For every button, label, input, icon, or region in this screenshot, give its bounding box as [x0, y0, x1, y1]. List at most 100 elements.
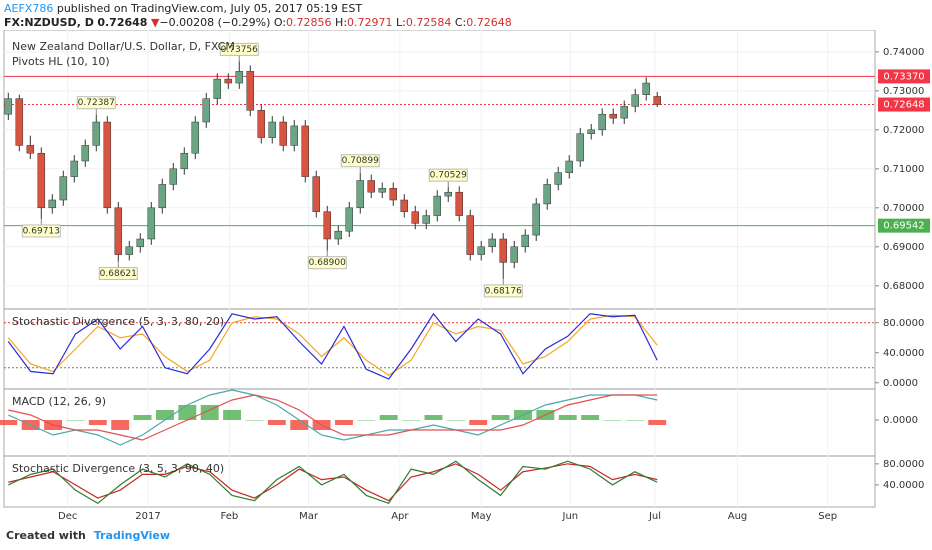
pivot-label-bg: [21, 224, 61, 238]
macd-histogram-bar: [223, 410, 242, 420]
macd-histogram-bar: [648, 420, 667, 425]
candle-body: [444, 191, 452, 197]
y-tick-label: 0.69000: [883, 242, 924, 253]
candle-body: [103, 121, 112, 209]
x-tick-label: Mar: [299, 511, 319, 522]
arrow: ▼: [150, 16, 160, 29]
frame: [3, 30, 876, 508]
candle-body: [378, 188, 387, 193]
ohlc-h: H:: [335, 16, 348, 29]
pivot-label-bg: [98, 267, 138, 281]
macd-histogram-bar: [245, 420, 264, 421]
x-tick-label: Dec: [58, 511, 77, 522]
pivot-label-bg: [76, 96, 116, 110]
x-tick-label: Jul: [648, 511, 661, 522]
ohlc-o-value: 0.72856: [286, 16, 332, 29]
candle-body: [631, 94, 639, 107]
candle-body: [213, 78, 222, 99]
ohlc-l: L:: [396, 16, 406, 29]
candle-body: [202, 98, 211, 123]
candle-body: [543, 184, 551, 205]
candle-body: [92, 121, 101, 146]
candle-body: [400, 199, 409, 212]
macd-histogram-bar: [200, 405, 219, 420]
candle-body: [488, 238, 496, 248]
macd-histogram-bar: [469, 420, 488, 425]
candle-body: [312, 176, 321, 212]
candle-body: [422, 215, 431, 224]
macd-histogram-bar: [558, 415, 577, 420]
candle-body: [433, 195, 442, 216]
y-tick-label: 0.74000: [883, 47, 924, 58]
candle-body: [510, 246, 518, 263]
candle-body: [576, 133, 584, 162]
x-tick-label: Apr: [391, 511, 409, 522]
candle-body: [224, 78, 233, 84]
level-label: 0.69542: [883, 221, 924, 232]
candle-body: [345, 207, 354, 232]
header: AEFX786 published on TradingView.com, Ju…: [4, 2, 512, 30]
change: −0.00208 (−0.29%): [159, 16, 271, 29]
y-tick-label: 0.72000: [883, 125, 924, 136]
macd-histogram-bar: [0, 420, 18, 425]
candle-body: [389, 188, 398, 201]
ohlc-c: C:: [454, 16, 467, 29]
level-label: 0.72648: [883, 100, 924, 111]
candle-body: [642, 82, 650, 95]
candle-body: [367, 180, 376, 193]
candle-body: [499, 238, 507, 263]
pivot-label-bg: [219, 42, 259, 56]
author[interactable]: AEFX786: [4, 2, 54, 15]
indicator-line: [8, 389, 658, 446]
level-label-bg: [878, 69, 930, 84]
y-tick-label: 80.0000: [883, 459, 924, 470]
candle-body: [279, 121, 288, 146]
candle-body: [620, 106, 628, 119]
chart-subtitle: Pivots HL (10, 10): [12, 55, 110, 68]
macd-histogram-bar: [111, 420, 130, 430]
ohlc-c-value: 0.72648: [466, 16, 512, 29]
pivot-label: 0.70529: [430, 171, 467, 181]
chart: Dec 2017 Feb Mar Apr May Jun Jul Aug Sep 0.74000 0.…: [0, 30, 930, 522]
y-tick-label: 0.73000: [883, 86, 924, 97]
y-tick-label: 0.0000: [883, 415, 918, 426]
ohlc-o: O:: [273, 16, 287, 29]
pivot-label: 0.68900: [309, 258, 346, 268]
candle-body: [653, 96, 661, 105]
x-tick-label: Aug: [728, 511, 748, 522]
pivot-label: 0.68621: [100, 269, 137, 279]
macd-histogram-bar: [581, 415, 600, 420]
x-tick-label: May: [471, 511, 492, 522]
brand[interactable]: TradingView: [93, 529, 171, 542]
pivot-label-bg: [340, 154, 380, 168]
published: published on TradingView.com, July 05, 2…: [56, 2, 363, 15]
candle-body: [268, 121, 277, 138]
candle-body: [356, 180, 365, 209]
candle-body: [191, 121, 200, 154]
candle-body: [114, 207, 123, 255]
macd-histogram-bar: [66, 420, 85, 421]
candle-body: [554, 172, 562, 185]
candle-body: [609, 113, 617, 119]
macd-histogram-bar: [88, 420, 107, 425]
macd-histogram-bar: [290, 420, 309, 430]
candle-body: [125, 246, 134, 255]
candle-body: [70, 160, 79, 177]
candle-body: [15, 98, 24, 146]
candle-body: [81, 145, 90, 162]
y-tick-label: 0.0000: [883, 378, 918, 389]
macd-histogram-bar: [446, 420, 465, 421]
pivot-label: 0.70899: [342, 156, 379, 166]
pivot-label: 0.73756: [221, 45, 258, 55]
x-tick-label: 2017: [135, 511, 160, 522]
symbol: FX:NZDUSD, D: [4, 16, 94, 29]
candle-body: [598, 113, 606, 131]
pivot-label: 0.68176: [485, 286, 522, 296]
y-tick-label: 40.0000: [883, 480, 924, 491]
chart-title: New Zealand Dollar/U.S. Dollar, D, FXCM: [12, 40, 235, 53]
candle-body: [411, 211, 420, 224]
candle-body: [477, 246, 485, 255]
indicator-line: [8, 394, 658, 441]
level-label: 0.73370: [883, 71, 924, 82]
ohlc-h-value: 0.72971: [347, 16, 393, 29]
